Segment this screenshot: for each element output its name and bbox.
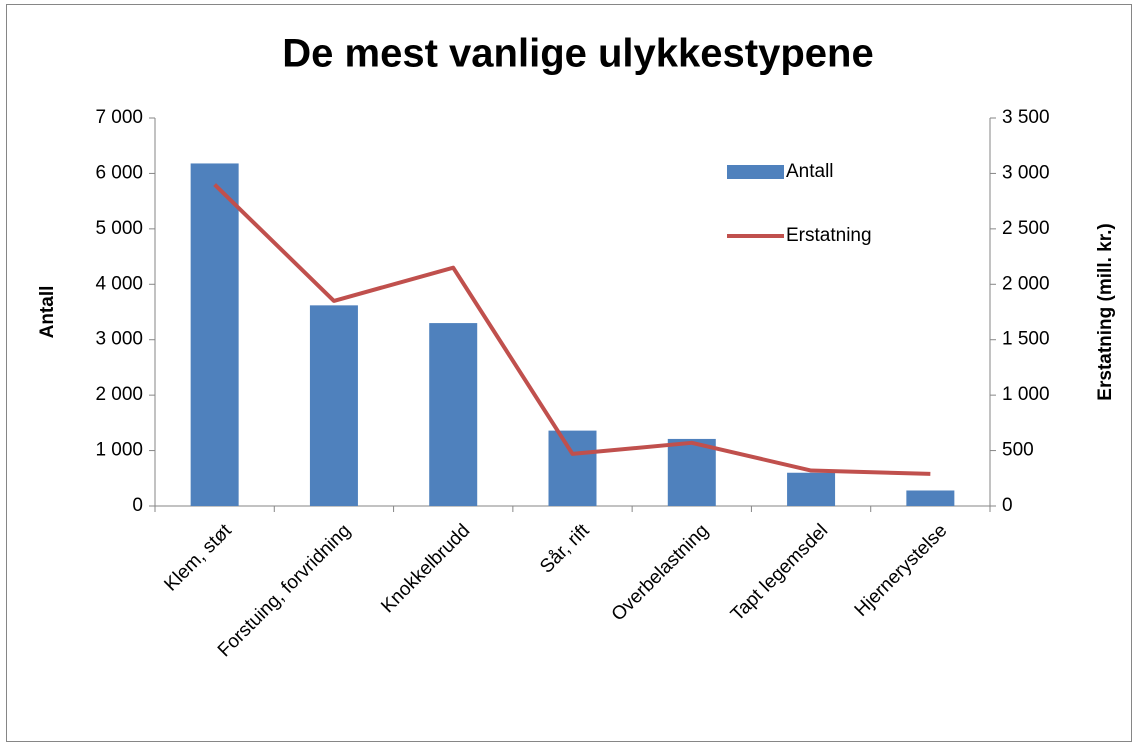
y-tick-label: 3 000 <box>95 329 143 350</box>
y-axis-label: Antall <box>37 286 58 339</box>
legend-label: Antall <box>786 161 834 182</box>
y-tick-label: 1 000 <box>95 440 143 461</box>
y2-axis-label: Erstatning (mill. kr.) <box>1095 223 1116 400</box>
y2-tick-label: 1 000 <box>1002 384 1050 405</box>
bar <box>667 438 716 506</box>
bar <box>906 490 955 506</box>
bar <box>429 323 478 506</box>
y2-tick-label: 3 500 <box>1002 107 1050 128</box>
bar <box>190 163 239 507</box>
y2-tick-label: 500 <box>1002 440 1034 461</box>
y-tick-label: 0 <box>132 495 143 516</box>
line-series <box>213 183 931 476</box>
y-tick-label: 5 000 <box>95 218 143 239</box>
y2-tick-label: 1 500 <box>1002 329 1050 350</box>
y2-tick-label: 2 000 <box>1002 273 1050 294</box>
y2-tick-label: 3 000 <box>1002 162 1050 183</box>
y2-tick-label: 0 <box>1002 495 1013 516</box>
bar <box>548 430 597 506</box>
chart-title: De mest vanlige ulykkestypene <box>282 32 873 76</box>
y-tick-label: 7 000 <box>95 107 143 128</box>
y-tick-label: 6 000 <box>95 162 143 183</box>
bar <box>787 472 836 506</box>
chart-border <box>6 4 1132 742</box>
y-tick-label: 4 000 <box>95 273 143 294</box>
y-tick-label: 2 000 <box>95 384 143 405</box>
y2-tick-label: 2 500 <box>1002 218 1050 239</box>
legend-label: Erstatning <box>786 225 872 246</box>
bar <box>309 305 358 506</box>
legend-swatch <box>727 165 784 179</box>
